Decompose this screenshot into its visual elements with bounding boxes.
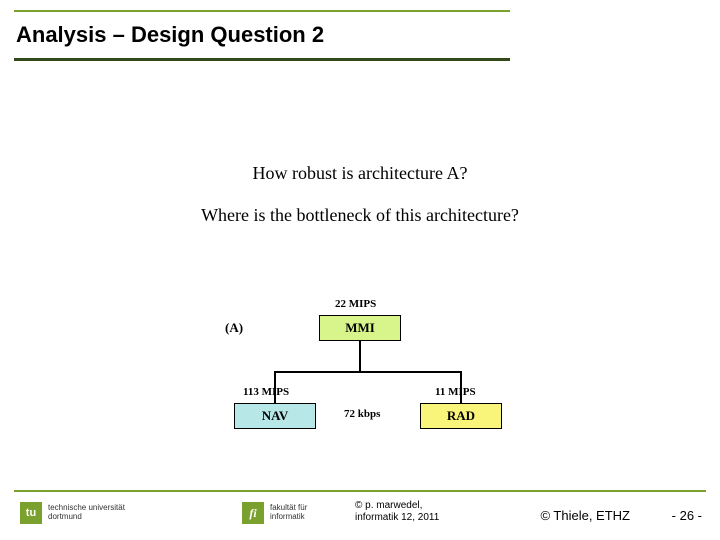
- architecture-diagram: (A) 22 MIPS MMI 72 kbps 113 MIPS NAV 11 …: [0, 290, 720, 480]
- rad-mips-label: 11 MIPS: [435, 386, 476, 398]
- node-nav: NAV: [234, 403, 316, 429]
- fi-name-line2: informatik: [270, 513, 307, 522]
- copyright-line2: informatik 12, 2011: [355, 512, 439, 524]
- variant-label: (A): [225, 320, 243, 336]
- tu-logo: tu technische universität dortmund: [20, 502, 125, 524]
- page-title: Analysis – Design Question 2: [16, 22, 324, 48]
- header-top-rule: [14, 10, 510, 12]
- question-2: Where is the bottleneck of this architec…: [0, 205, 720, 226]
- nav-mips-label: 113 MIPS: [243, 386, 289, 398]
- question-1: How robust is architecture A?: [0, 163, 720, 184]
- bus-horizontal: [275, 371, 462, 373]
- footer-rule: [14, 490, 706, 492]
- header-underline: [14, 58, 510, 61]
- tu-logo-text: technische universität dortmund: [48, 504, 125, 522]
- page-number: - 26 -: [672, 508, 702, 523]
- fi-logo-text: fakultät für informatik: [270, 504, 307, 522]
- copyright-right: © Thiele, ETHZ: [540, 508, 630, 523]
- fi-logo: fi fakultät für informatik: [242, 502, 307, 524]
- mmi-mips-label: 22 MIPS: [335, 298, 376, 310]
- node-mmi: MMI: [319, 315, 401, 341]
- footer: tu technische universität dortmund fi fa…: [0, 490, 720, 540]
- fi-logo-icon: fi: [242, 502, 264, 524]
- bus-stem: [359, 341, 361, 372]
- tu-name-line2: dortmund: [48, 513, 125, 522]
- copyright-center: © p. marwedel, informatik 12, 2011: [355, 500, 439, 524]
- copyright-line1: © p. marwedel,: [355, 500, 439, 512]
- bus-label: 72 kbps: [344, 408, 380, 420]
- node-nav-label: NAV: [262, 408, 289, 424]
- node-rad-label: RAD: [447, 408, 475, 424]
- node-mmi-label: MMI: [345, 320, 375, 336]
- tu-logo-icon: tu: [20, 502, 42, 524]
- node-rad: RAD: [420, 403, 502, 429]
